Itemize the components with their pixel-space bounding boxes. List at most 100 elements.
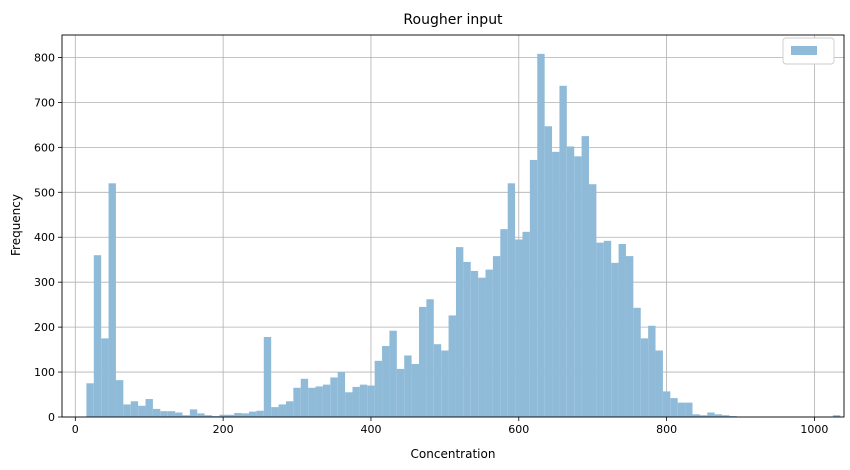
histogram-bar	[293, 387, 301, 417]
histogram-bar	[345, 392, 353, 417]
histogram-bar	[285, 401, 294, 417]
x-tick-label: 0	[72, 423, 79, 436]
legend	[782, 37, 835, 65]
histogram-bar	[522, 231, 530, 417]
y-tick-label: 400	[34, 231, 55, 244]
histogram-bar	[389, 330, 397, 417]
histogram-bar	[492, 256, 501, 417]
histogram-bar	[256, 410, 264, 417]
histogram-bar	[322, 384, 331, 417]
histogram-bar	[330, 377, 338, 417]
histogram-bar	[404, 355, 412, 417]
histogram-bar	[677, 402, 686, 417]
histogram-bar	[537, 53, 545, 417]
y-tick-label: 300	[34, 276, 55, 289]
histogram-bar	[234, 412, 242, 417]
histogram-bar	[655, 350, 663, 417]
histogram-bar	[685, 402, 693, 417]
histogram-bar	[433, 344, 442, 417]
histogram-bar	[123, 404, 131, 417]
histogram-bar	[419, 306, 427, 417]
grid-lines	[62, 35, 844, 418]
histogram-bar	[544, 126, 553, 417]
histogram-bar	[396, 368, 405, 417]
histogram-bar	[352, 386, 360, 417]
histogram-bar	[670, 398, 678, 417]
histogram-bar	[182, 415, 190, 417]
histogram-bar	[566, 146, 575, 418]
histogram-bar	[559, 85, 567, 417]
x-tick-label: 800	[656, 423, 677, 436]
histogram-bar	[611, 262, 619, 417]
histogram-bar	[500, 229, 508, 417]
histogram-bar	[478, 277, 486, 417]
histogram-bar	[115, 380, 124, 417]
histogram-bar	[145, 399, 153, 417]
histogram-bar	[271, 407, 279, 417]
histogram-bar	[197, 413, 205, 417]
histogram-bar	[382, 345, 390, 417]
histogram-bar	[603, 240, 612, 417]
histogram-bar	[507, 183, 516, 417]
axis-ticks: 0 200 400 600 800 1000 0 100 200 300 400 500 600 700 8…	[34, 51, 828, 436]
y-tick-label: 500	[34, 186, 55, 199]
histogram-bar	[574, 156, 582, 417]
legend-swatch	[791, 46, 817, 55]
y-tick-label: 0	[48, 411, 55, 424]
histogram-bar	[160, 411, 168, 417]
histogram-bar	[625, 256, 634, 417]
histogram-bar	[204, 415, 213, 417]
histogram-bar	[832, 415, 841, 417]
histogram-bar	[411, 363, 419, 417]
histogram-bar	[640, 338, 649, 417]
histogram-bar	[448, 315, 456, 417]
histogram-bar	[699, 415, 708, 417]
chart-title: Rougher input	[403, 12, 503, 28]
histogram-bar	[662, 391, 671, 417]
histogram-bar	[648, 325, 656, 417]
histogram-bar	[300, 378, 309, 417]
histogram-bar	[93, 255, 102, 417]
histogram-bar	[278, 404, 286, 417]
histogram-bar	[263, 337, 272, 417]
y-tick-label: 600	[34, 141, 55, 154]
x-tick-label: 600	[508, 423, 529, 436]
x-tick-label: 400	[360, 423, 381, 436]
histogram-bar	[552, 151, 560, 418]
histogram-bar	[618, 243, 626, 417]
histogram-bar	[315, 386, 323, 417]
histogram-bar	[138, 405, 146, 417]
x-tick-label: 200	[213, 423, 234, 436]
histogram-bar	[241, 413, 249, 417]
histogram-bar	[175, 412, 183, 417]
histogram-bar	[589, 184, 597, 417]
histogram-bar	[152, 408, 161, 417]
histogram-bar	[485, 269, 493, 417]
histogram-bar	[455, 247, 464, 417]
y-tick-label: 100	[34, 366, 55, 379]
histogram-bar	[714, 414, 723, 417]
x-tick-label: 1000	[800, 423, 828, 436]
histogram-bar	[692, 414, 700, 417]
histogram-bar	[463, 261, 471, 417]
histogram-bar	[581, 136, 589, 417]
histogram-bar	[189, 409, 198, 417]
x-axis-label: Concentration	[411, 447, 496, 461]
histogram-bar	[470, 270, 479, 417]
histogram-bar	[226, 414, 235, 417]
histogram-bar	[130, 401, 139, 417]
histogram-bar	[249, 411, 257, 417]
histogram-bar	[374, 360, 383, 417]
histogram-bar	[86, 383, 94, 417]
histogram-bar	[367, 385, 375, 417]
plot-frame	[61, 34, 845, 418]
histogram-bar	[337, 372, 346, 417]
y-tick-label: 800	[34, 51, 55, 64]
histogram-bar	[108, 183, 116, 417]
histogram-bar	[308, 387, 316, 417]
histogram-bars	[86, 53, 841, 418]
histogram-bar	[529, 159, 538, 418]
histogram-bar	[359, 384, 368, 417]
histogram-bar	[441, 350, 449, 417]
